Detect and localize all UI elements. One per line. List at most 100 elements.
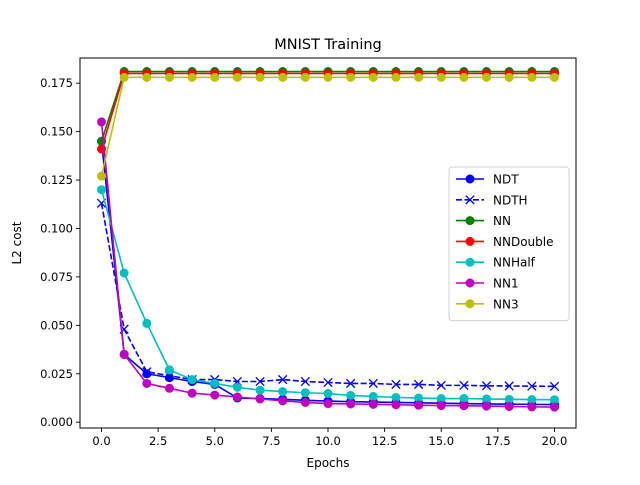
data-point-nn3 (436, 72, 446, 82)
data-point-nn3 (164, 72, 174, 82)
x-axis: 0.0 2.5 5.0 7.5 10.0 12.5 15.0 17.5 20.0 (92, 428, 567, 448)
x-tick-label: 7.5 (262, 434, 280, 448)
data-point-nn1 (232, 392, 242, 402)
data-point-nn3 (142, 72, 152, 82)
data-point-nn1 (549, 402, 559, 412)
legend-item-nn1: NN1 (456, 277, 519, 291)
data-point-nn3 (300, 72, 310, 82)
data-point-nn1 (300, 397, 310, 407)
data-point-nn1 (504, 401, 514, 411)
y-tick-label: 0.125 (40, 173, 73, 187)
data-point-nn1 (368, 399, 378, 409)
data-point-nnhalf (323, 389, 333, 399)
data-point-nn3 (346, 72, 356, 82)
data-point-nn3 (210, 72, 220, 82)
legend-marker-nn (465, 216, 475, 226)
y-axis-label: L2 cost (10, 221, 24, 264)
legend-item-ndt: NDT (456, 173, 519, 187)
data-point-nn3 (278, 72, 288, 82)
data-point-nn1 (436, 401, 446, 411)
legend-item-nn3: NN3 (456, 297, 519, 311)
data-point-nnhalf (278, 387, 288, 397)
data-point-nn1 (278, 396, 288, 406)
data-point-nn3 (504, 72, 514, 82)
data-point-nn3 (549, 72, 559, 82)
legend-item-nn: NN (456, 214, 511, 228)
legend-marker-nn1 (465, 278, 475, 288)
data-point-nnhalf (210, 378, 220, 388)
x-tick-label: 5.0 (206, 434, 224, 448)
data-point-nnhalf (346, 390, 356, 400)
data-point-nn3 (119, 72, 129, 82)
x-tick-label: 20.0 (542, 434, 568, 448)
data-point-nn1 (255, 394, 265, 404)
series-line-nn3 (100, 76, 555, 177)
data-point-nn3 (391, 72, 401, 82)
series-line-nn (100, 70, 555, 142)
data-point-nn3 (368, 72, 378, 82)
data-point-nn3 (255, 72, 265, 82)
legend: NDT NDTH NN NNDouble NNHalf NN1 NN3 (448, 166, 570, 322)
data-point-nnhalf (142, 318, 152, 328)
series-nnhalf (97, 185, 559, 405)
data-point-ndth (391, 379, 401, 390)
data-point-ndth (413, 379, 424, 390)
data-point-nn1 (97, 117, 107, 127)
data-point-nn3 (459, 72, 469, 82)
y-tick-label: 0.000 (40, 415, 73, 429)
legend-label-ndth: NDTH (493, 193, 528, 207)
x-tick-label: 0.0 (92, 434, 110, 448)
y-tick-label: 0.050 (40, 318, 73, 332)
y-tick-label: 0.100 (40, 221, 73, 235)
data-point-ndth (481, 381, 492, 391)
legend-marker-ndt (465, 174, 475, 184)
series-nn1 (97, 117, 559, 412)
x-tick-label: 10.0 (315, 434, 341, 448)
data-point-ndth (142, 367, 152, 377)
data-point-ndth (368, 378, 378, 389)
data-point-nn1 (414, 400, 424, 410)
data-point-ndth (345, 378, 356, 389)
data-point-nnhalf (255, 385, 265, 395)
legend-label-ndt: NDT (493, 173, 519, 187)
legend-marker-ndth (465, 195, 475, 205)
legend-label-nnhalf: NNHalf (493, 256, 536, 270)
data-point-nn1 (142, 378, 152, 388)
data-point-nn1 (527, 402, 537, 412)
data-point-ndth (255, 376, 265, 387)
x-tick-label: 2.5 (149, 434, 167, 448)
data-point-nn1 (391, 400, 401, 410)
x-tick-label: 17.5 (485, 434, 511, 448)
legend-item-ndth: NDTH (456, 193, 528, 207)
data-point-nn1 (210, 390, 220, 400)
legend-marker-nndouble (465, 236, 475, 246)
plot-marks (96, 67, 560, 412)
data-point-nn1 (164, 383, 174, 393)
data-point-ndth (436, 380, 446, 391)
series-nn3 (97, 72, 559, 181)
y-tick-label: 0.150 (40, 125, 73, 139)
data-point-nn3 (97, 171, 107, 181)
data-point-nn3 (527, 72, 537, 82)
data-point-nn1 (323, 399, 333, 409)
legend-marker-nn3 (465, 299, 475, 309)
data-point-ndt (142, 369, 152, 379)
y-axis: 0.000 0.025 0.050 0.075 0.100 0.125 0.150 0.175 (40, 76, 80, 429)
chart-title: MNIST Training (274, 37, 382, 53)
data-point-nnhalf (232, 382, 242, 392)
data-point-ndth (278, 374, 288, 385)
data-point-nn3 (482, 72, 492, 82)
data-point-ndth (549, 381, 560, 392)
legend-label-nn1: NN1 (493, 277, 519, 291)
data-point-ndth (504, 381, 514, 391)
data-point-nn3 (323, 72, 333, 82)
legend-marker-nnhalf (465, 257, 475, 267)
x-tick-label: 15.0 (428, 434, 454, 448)
data-point-nnhalf (187, 375, 197, 385)
series-line-nndouble (100, 72, 555, 150)
legend-label-nn3: NN3 (493, 297, 519, 311)
data-point-nnhalf (368, 391, 378, 401)
legend-item-nnhalf: NNHalf (456, 256, 536, 270)
data-point-nnhalf (97, 185, 107, 195)
